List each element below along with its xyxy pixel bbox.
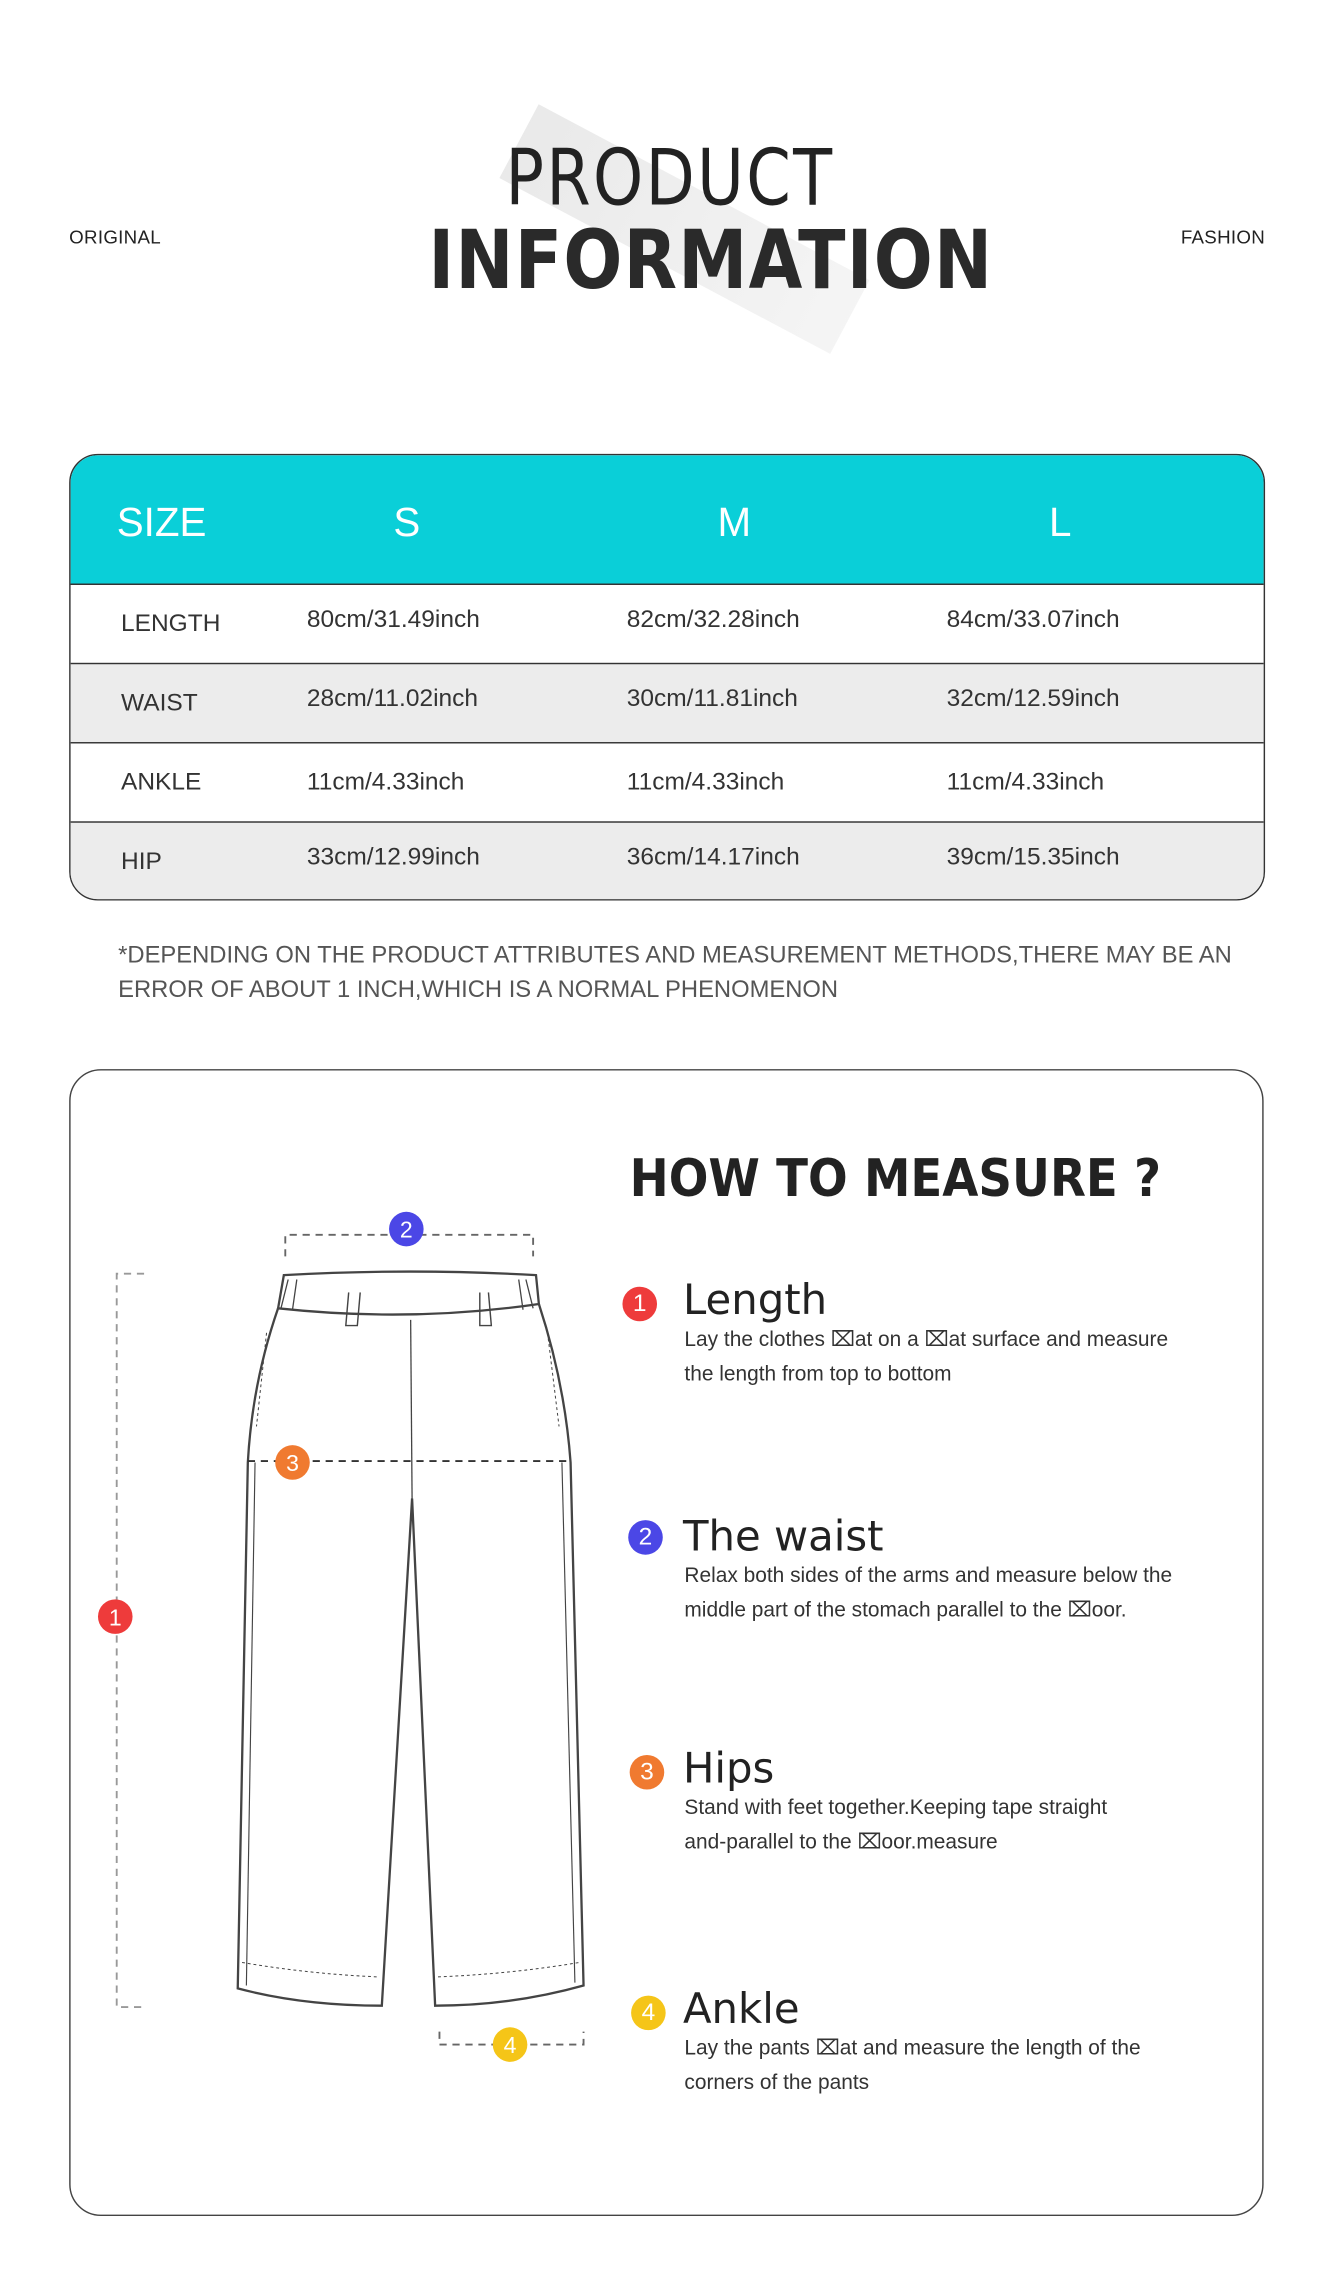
- number-badge: 3: [629, 1754, 665, 1790]
- cell: 39cm/15.35inch: [946, 842, 1120, 871]
- ankle-marker-num: 4: [504, 2032, 517, 2058]
- how-to-measure-title: HOW TO MEASURE ?: [629, 1149, 1162, 1209]
- cell: 82cm/32.28inch: [626, 605, 800, 633]
- title-information: INFORMATION: [428, 214, 994, 309]
- table-row: WAIST 28cm/11.02inch 30cm/11.81inch 32cm…: [70, 662, 1264, 743]
- length-guide: [115, 1272, 145, 2009]
- item-desc: Relax both sides of the arms and measure…: [684, 1564, 1173, 1622]
- row-label: ANKLE: [121, 767, 202, 796]
- header-size: SIZE: [116, 499, 207, 545]
- fashion-tag: FASHION: [1180, 226, 1266, 248]
- header-s: S: [393, 499, 421, 545]
- cell: 11cm/4.33inch: [306, 767, 465, 796]
- table-row: ANKLE 11cm/4.33inch 11cm/4.33inch 11cm/4…: [70, 742, 1264, 821]
- item-title: Ankle: [682, 1984, 800, 2034]
- pants-outline: [236, 1270, 585, 2007]
- size-table: SIZE S M L LENGTH 80cm/31.49inch 82cm/32…: [69, 453, 1266, 901]
- table-row: HIP 33cm/12.99inch 36cm/14.17inch 39cm/1…: [70, 821, 1264, 900]
- note-line: ERROR OF ABOUT 1 INCH,WHICH IS A NORMAL …: [118, 976, 839, 1003]
- cell: 28cm/11.02inch: [306, 684, 479, 712]
- item-title: Length: [682, 1275, 828, 1325]
- row-label: LENGTH: [121, 609, 221, 637]
- item-desc: Stand with feet together.Keeping tape st…: [684, 1796, 1108, 1854]
- waist-marker: [389, 1211, 424, 1247]
- header-m: M: [717, 499, 752, 545]
- cell: 36cm/14.17inch: [626, 842, 800, 871]
- item-desc: Lay the clothes ⌧at on a ⌧at surface and…: [684, 1328, 1169, 1386]
- measurement-note: *DEPENDING ON THE PRODUCT ATTRIBUTES AND…: [118, 939, 1271, 1007]
- item-title: The waist: [682, 1511, 884, 1561]
- table-row: LENGTH 80cm/31.49inch 82cm/32.28inch 84c…: [70, 583, 1264, 663]
- measure-guides: [115, 1233, 585, 2046]
- cell: 11cm/4.33inch: [946, 767, 1105, 796]
- cell: 11cm/4.33inch: [626, 767, 785, 796]
- length-marker-num: 1: [109, 1604, 122, 1630]
- original-tag: ORIGINAL: [69, 226, 161, 248]
- item-desc: Lay the pants ⌧at and measure the length…: [684, 2037, 1141, 2095]
- hip-marker: [275, 1445, 310, 1480]
- row-label: WAIST: [121, 688, 198, 717]
- number-badge: 2: [628, 1520, 663, 1555]
- row-label: HIP: [121, 847, 162, 875]
- number-badge: 1: [622, 1286, 658, 1322]
- waist-marker-num: 2: [400, 1217, 413, 1243]
- header-l: L: [1048, 499, 1072, 545]
- cell: 33cm/12.99inch: [306, 842, 480, 871]
- ankle-marker: [492, 2027, 528, 2062]
- length-marker: [97, 1599, 133, 1634]
- hip-marker-num: 3: [286, 1450, 299, 1476]
- how-to-measure-panel: [69, 1069, 1264, 2217]
- item-title: Hips: [682, 1743, 775, 1793]
- note-line: *DEPENDING ON THE PRODUCT ATTRIBUTES AND…: [118, 942, 1232, 969]
- cell: 80cm/31.49inch: [306, 605, 480, 633]
- cell: 84cm/33.07inch: [946, 605, 1120, 633]
- title-product: PRODUCT: [505, 132, 835, 224]
- cell: 30cm/11.81inch: [626, 684, 798, 712]
- cell: 32cm/12.59inch: [946, 684, 1120, 712]
- number-badge: 4: [631, 1995, 666, 2031]
